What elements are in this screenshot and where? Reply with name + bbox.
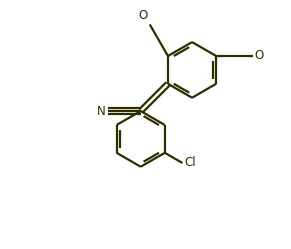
Text: O: O bbox=[255, 50, 264, 62]
Text: N: N bbox=[97, 105, 105, 118]
Text: O: O bbox=[139, 9, 148, 22]
Text: Cl: Cl bbox=[184, 156, 196, 170]
